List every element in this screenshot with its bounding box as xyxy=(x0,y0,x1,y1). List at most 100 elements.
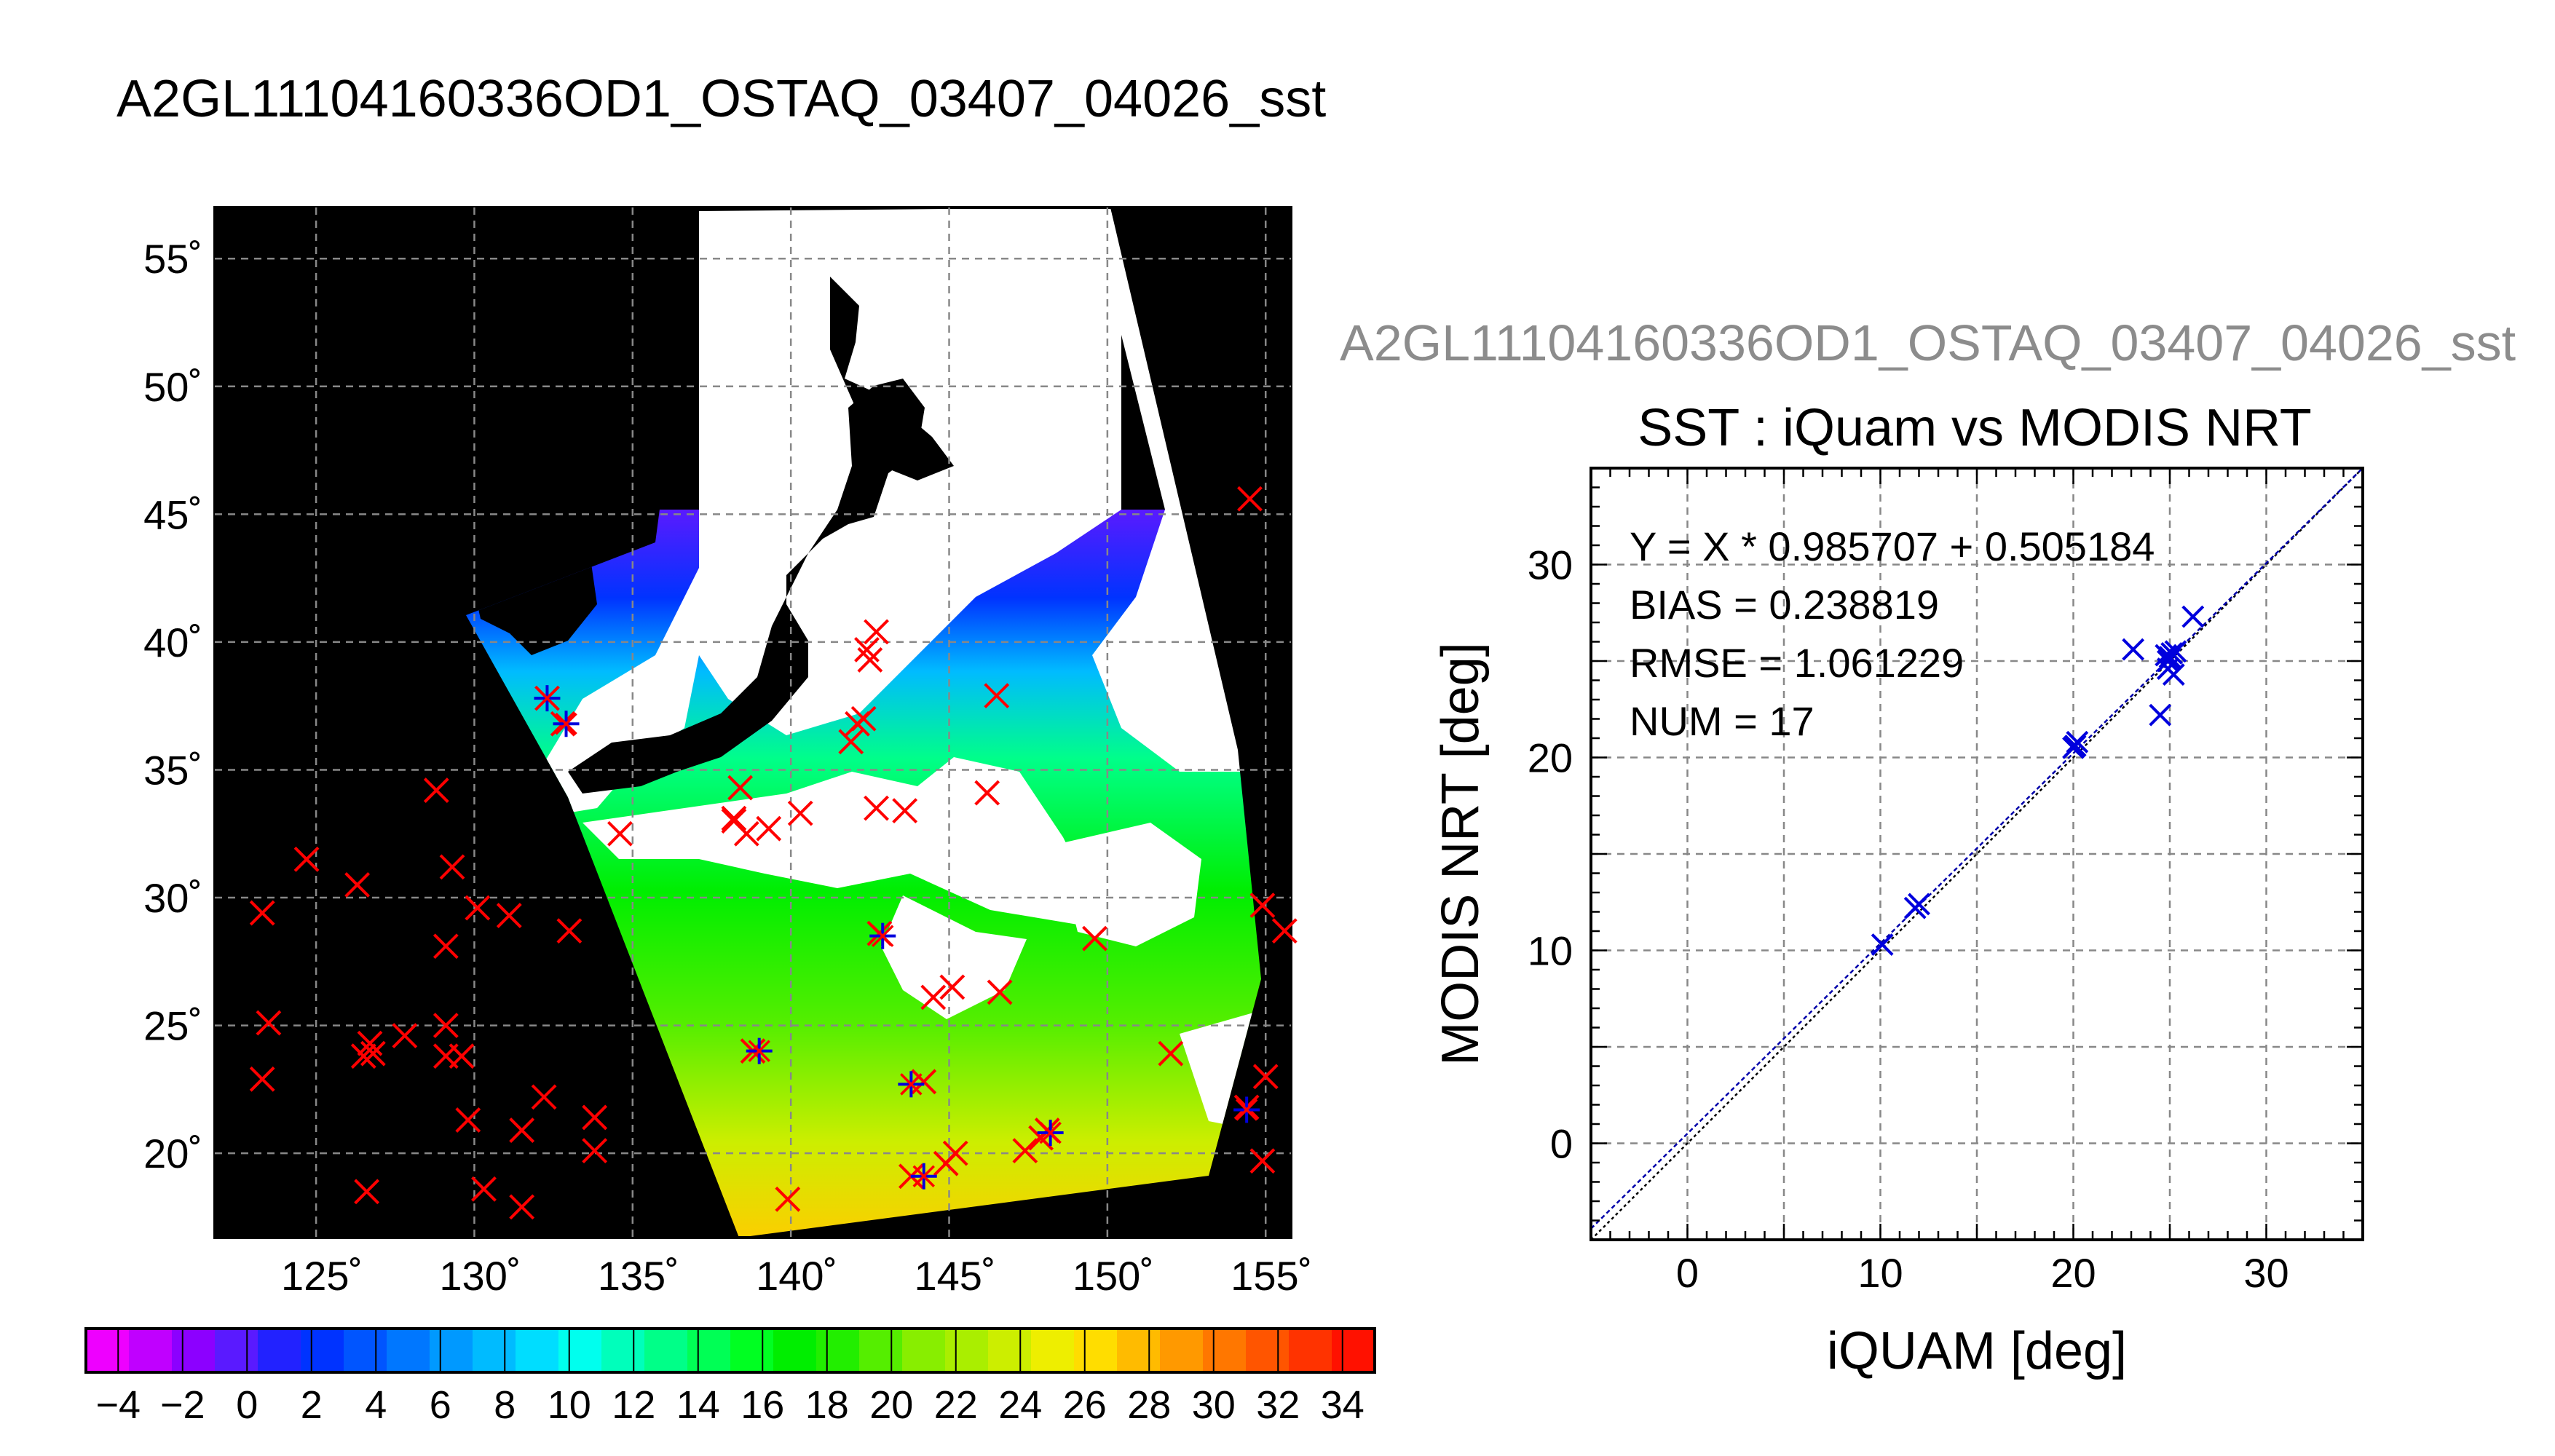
colorbar-cell xyxy=(902,1329,946,1372)
colorbar-tick-label: 14 xyxy=(676,1383,720,1427)
swath-edge xyxy=(1110,207,1291,1179)
scatter-minor-ticks xyxy=(1591,468,2363,1240)
iquam-marker xyxy=(471,1176,497,1202)
colorbar-cell xyxy=(1332,1329,1375,1372)
colorbar-tick-label: 18 xyxy=(805,1383,849,1427)
colorbar-cell xyxy=(344,1329,387,1372)
scatter-point xyxy=(2122,638,2145,661)
colorbar-cell xyxy=(172,1329,216,1372)
iquam-marker xyxy=(256,1010,282,1036)
rmse-stat: RMSE = 1.061229 xyxy=(1630,640,1964,686)
colorbar-cell xyxy=(816,1329,860,1372)
lon-tick-label: 140˚ xyxy=(756,1253,837,1299)
colorbar-tick-label: 28 xyxy=(1127,1383,1171,1427)
bias-stat: BIAS = 0.238819 xyxy=(1630,582,1939,628)
iquam-marker xyxy=(933,1150,959,1176)
colorbar-cell xyxy=(558,1329,602,1372)
iquam-marker xyxy=(607,820,633,847)
lat-tick-label: 25˚ xyxy=(143,1003,202,1049)
colorbar-cell xyxy=(601,1329,645,1372)
iquam-marker xyxy=(449,1043,475,1069)
colorbar-cell xyxy=(1289,1329,1332,1372)
scatter-point xyxy=(2162,663,2185,686)
scatter-point-layer xyxy=(1871,605,2205,956)
iquam-marker xyxy=(920,984,947,1010)
lat-tick-label: 35˚ xyxy=(143,747,202,793)
map-grid xyxy=(215,207,1291,1238)
colorbar-cell xyxy=(687,1329,731,1372)
colorbar-tick-label: 0 xyxy=(236,1383,258,1427)
iquam-marker xyxy=(439,854,465,880)
colorbar-cell xyxy=(1160,1329,1204,1372)
page-title: A2GL11104160336OD1_OSTAQ_03407_04026_sst xyxy=(117,70,1327,128)
colorbar-tick-label: 16 xyxy=(741,1383,784,1427)
scatter-y-tick-label: 0 xyxy=(1550,1121,1573,1167)
lon-tick-label: 130˚ xyxy=(439,1253,521,1299)
iquam-marker xyxy=(357,1030,383,1056)
scatter-x-tick-label: 10 xyxy=(1857,1250,1903,1296)
iquam-marker xyxy=(1012,1138,1038,1164)
scatter-lines xyxy=(1590,467,2364,1241)
cloud-mask xyxy=(583,757,1092,925)
scatter-grid xyxy=(1591,468,2363,1240)
matchup-marker xyxy=(869,922,896,949)
iquam-marker xyxy=(423,778,449,803)
iquam-marker xyxy=(1082,925,1107,951)
lat-tick-label: 30˚ xyxy=(143,875,202,921)
colorbar-cell xyxy=(258,1329,301,1372)
iquam-marker xyxy=(582,1138,608,1164)
iquam-marker xyxy=(974,780,1000,806)
iquam-marker xyxy=(939,974,965,1000)
iquam-marker xyxy=(293,846,320,872)
colorbar-cells xyxy=(86,1329,1375,1372)
colorbar-frame xyxy=(84,1327,1376,1374)
iquam-marker xyxy=(1158,1040,1184,1067)
colorbar-cell xyxy=(1074,1329,1118,1372)
scatter-y-tick-label: 10 xyxy=(1528,928,1573,974)
colorbar-cell xyxy=(1246,1329,1290,1372)
colorbar-tick-label: 32 xyxy=(1256,1383,1300,1427)
iquam-marker xyxy=(1249,1148,1276,1174)
colorbar-cell xyxy=(387,1329,430,1372)
map-frame xyxy=(213,206,1292,1239)
iquam-marker xyxy=(1249,893,1276,918)
iquam-marker xyxy=(854,637,880,662)
scatter-x-tick-label: 20 xyxy=(2050,1250,2096,1296)
iquam-marker xyxy=(350,1043,376,1069)
colorbar-cell xyxy=(1031,1329,1075,1372)
iquam-marker-layer xyxy=(249,486,1298,1220)
colorbar-tick-label: 4 xyxy=(365,1383,387,1427)
scatter-header: A2GL11104160336OD1_OSTAQ_03407_04026_sst xyxy=(1340,314,2516,371)
iquam-marker xyxy=(360,1040,386,1067)
iquam-marker xyxy=(864,619,889,645)
scatter-point xyxy=(2062,736,2085,759)
matchup-marker xyxy=(746,1037,773,1064)
colorbar-tick-label: 2 xyxy=(301,1383,323,1427)
lon-tick-label: 155˚ xyxy=(1231,1253,1312,1299)
iquam-marker xyxy=(354,1179,380,1205)
iquam-marker xyxy=(496,903,522,929)
iquam-marker xyxy=(509,1194,535,1220)
colorbar-tick-label: 26 xyxy=(1063,1383,1107,1427)
matchup-marker xyxy=(898,1071,925,1098)
colorbar-tick-label: −2 xyxy=(160,1383,205,1427)
iquam-marker xyxy=(756,815,782,842)
matchup-marker xyxy=(910,1163,937,1190)
scatter-y-tick-labels: 0 10 20 30 xyxy=(1528,542,1573,1167)
iquam-marker xyxy=(984,683,1010,709)
scatter-point xyxy=(2181,605,2205,628)
scatter-x-tick-label: 30 xyxy=(2243,1250,2289,1296)
colorbar-cell xyxy=(773,1329,817,1372)
colorbar-cell xyxy=(1117,1329,1161,1372)
iquam-marker xyxy=(727,775,754,801)
iquam-marker xyxy=(531,1084,557,1110)
scatter-y-tick-label: 20 xyxy=(1528,735,1573,781)
iquam-marker xyxy=(892,798,918,824)
iquam-marker xyxy=(433,1013,459,1038)
iquam-marker xyxy=(249,1066,275,1092)
iquam-marker xyxy=(857,647,883,673)
scatter-point xyxy=(2156,649,2179,673)
iquam-marker xyxy=(864,795,889,821)
